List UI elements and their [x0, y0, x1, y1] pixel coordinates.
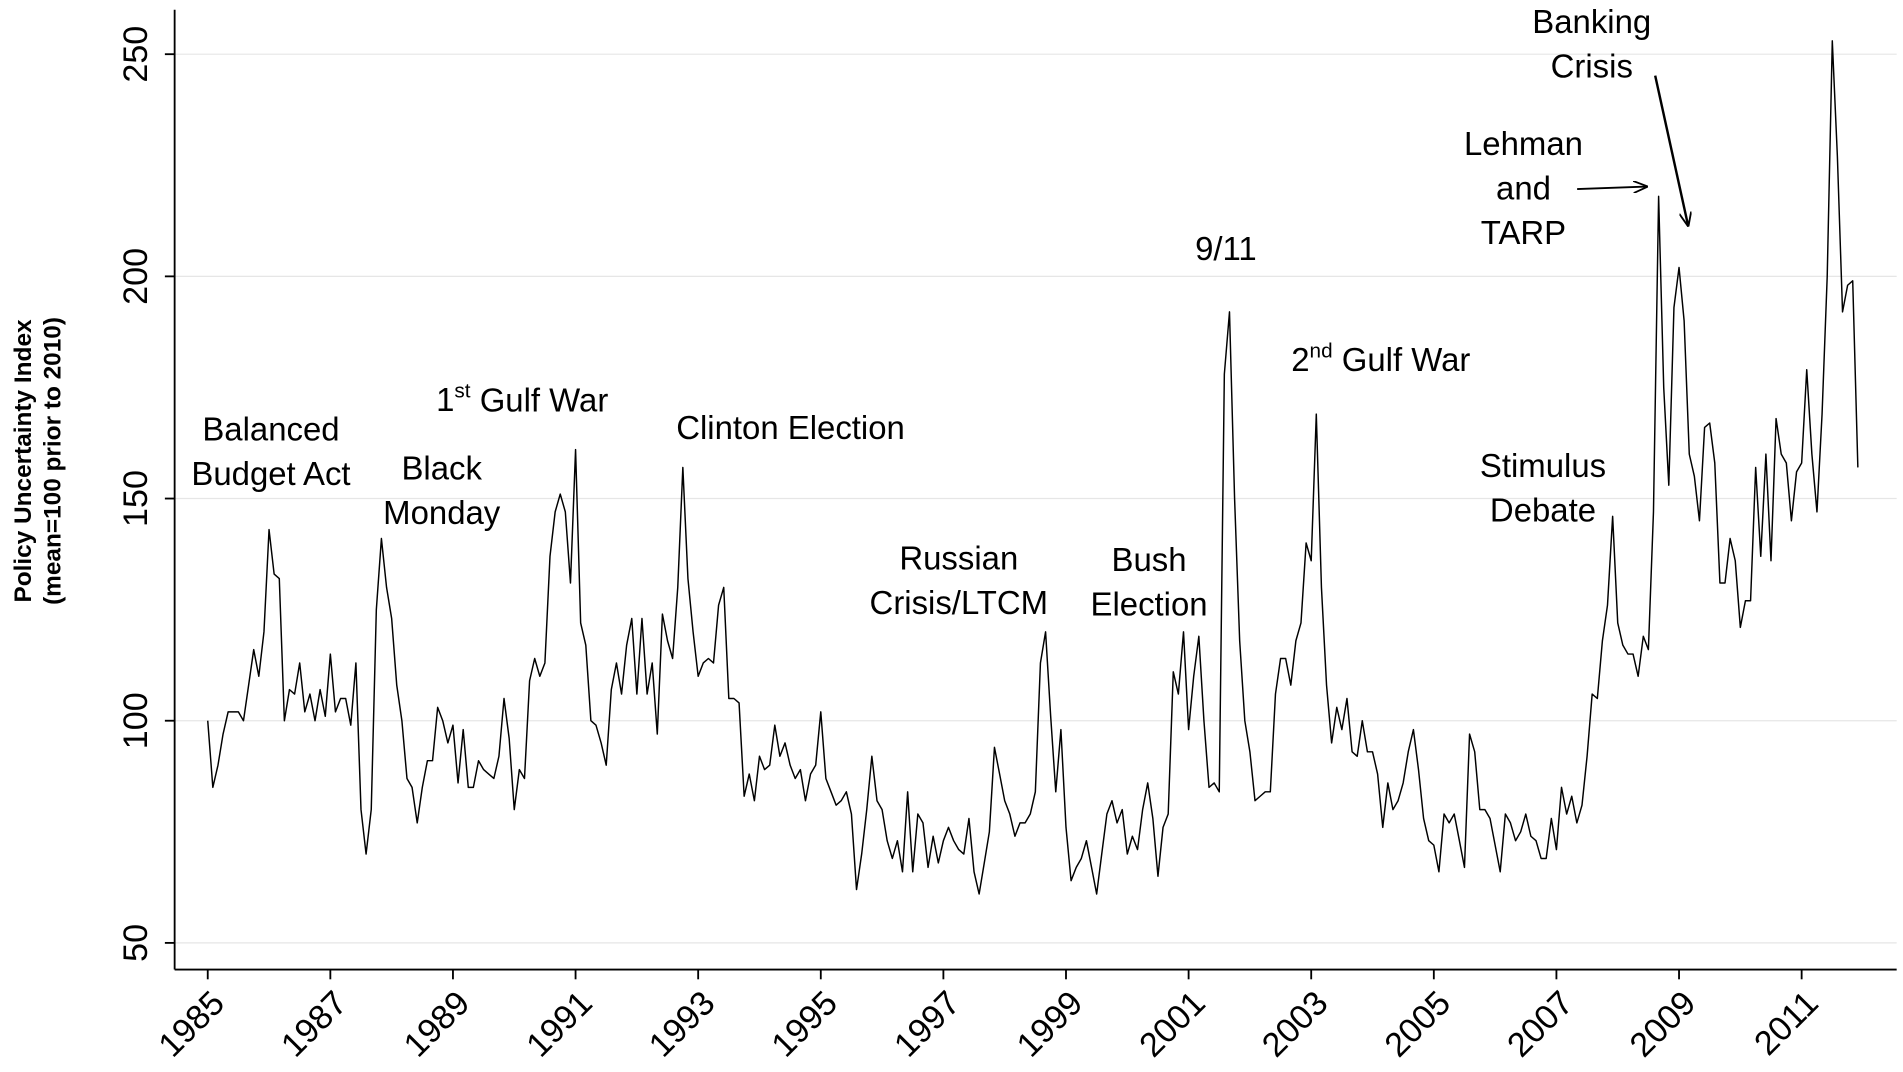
- x-tick-label: 1987: [274, 984, 355, 1065]
- annotation: Russian: [899, 540, 1018, 577]
- x-tick-label: 1999: [1010, 984, 1091, 1065]
- x-tick-label: 2001: [1132, 984, 1213, 1065]
- x-tick-label: 1985: [151, 984, 232, 1065]
- annotation: Crisis/LTCM: [870, 584, 1049, 621]
- annotation: Balanced: [202, 410, 339, 447]
- annotation: Monday: [383, 494, 501, 531]
- x-tick-label: 2005: [1377, 984, 1458, 1065]
- annotation: TARP: [1481, 214, 1566, 251]
- annotation: 2nd Gulf War: [1291, 340, 1470, 378]
- arrow: [1577, 187, 1647, 189]
- x-tick-label: 1991: [519, 984, 600, 1065]
- y-tick-label: 200: [117, 248, 155, 305]
- annotation: Black: [401, 449, 482, 486]
- x-tick-label: 2003: [1255, 984, 1336, 1065]
- y-axis-title: (mean=100 prior to 2010): [39, 317, 66, 605]
- y-tick-label: 50: [117, 924, 155, 962]
- x-tick-label: 2009: [1623, 984, 1704, 1065]
- x-tick-label: 2011: [1747, 984, 1826, 1063]
- annotation: Budget Act: [191, 455, 350, 492]
- annotation: Banking: [1532, 3, 1651, 40]
- x-tick-label: 1989: [397, 984, 478, 1065]
- y-tick-label: 100: [117, 692, 155, 749]
- line: [207, 40, 1859, 895]
- y-axis-title: Policy Uncertainty Index: [10, 319, 37, 603]
- annotation: Stimulus: [1480, 447, 1606, 484]
- x-tick-label: 1993: [642, 984, 723, 1065]
- arrow: [1653, 75, 1688, 226]
- x-tick-label: 1995: [764, 984, 845, 1065]
- annotation: 1st Gulf War: [436, 380, 608, 418]
- x-tick-label: 1997: [887, 984, 968, 1065]
- annotation: Crisis: [1551, 48, 1633, 85]
- x-tick-label: 2007: [1500, 984, 1581, 1065]
- annotation: and: [1496, 170, 1551, 207]
- annotation: 9/11: [1195, 230, 1257, 267]
- annotation: Bush: [1112, 541, 1187, 578]
- annotation: Election: [1091, 585, 1208, 622]
- y-tick-label: 250: [117, 26, 155, 83]
- y-tick-label: 150: [117, 470, 155, 527]
- annotation: Lehman: [1464, 125, 1583, 162]
- annotation: Clinton Election: [676, 409, 905, 446]
- annotation: Debate: [1490, 492, 1596, 529]
